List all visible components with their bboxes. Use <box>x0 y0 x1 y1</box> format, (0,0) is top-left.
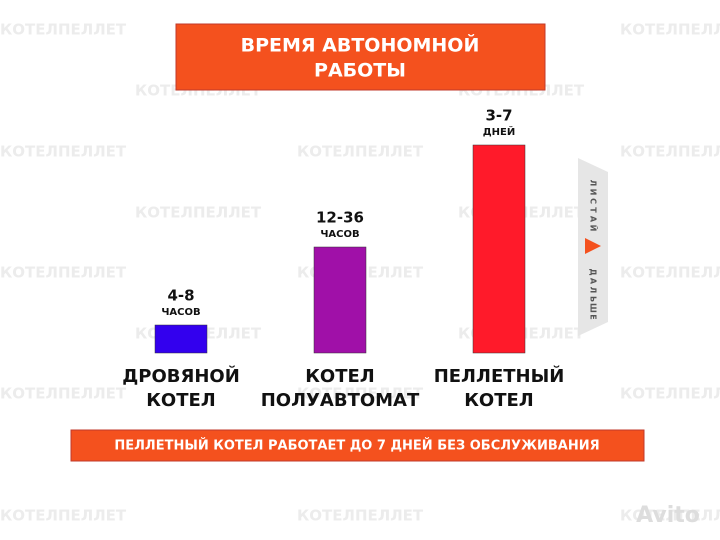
side-letter: Т <box>589 207 598 213</box>
side-letter: Ш <box>589 303 598 313</box>
banner <box>70 429 645 462</box>
watermark: КОТЕЛПЕЛЛЕТ <box>620 143 720 161</box>
bar <box>472 144 526 354</box>
bar <box>313 246 367 354</box>
bar-unit: ЧАСОВ <box>320 229 359 240</box>
watermark: КОТЕЛПЕЛЛЕТ <box>297 507 424 525</box>
side-letter: Ь <box>589 296 598 302</box>
title-line: РАБОТЫ <box>314 60 406 82</box>
banner-text: ПЕЛЛЕТНЫЙ КОТЕЛ РАБОТАЕТ ДО 7 ДНЕЙ БЕЗ О… <box>114 438 599 454</box>
category-label: КОТЕЛ <box>146 390 216 411</box>
watermark: КОТЕЛПЕЛЛЕТ <box>297 385 424 403</box>
side-letter: С <box>589 198 598 204</box>
category-label: ПОЛУАВТОМАТ <box>261 390 420 411</box>
watermark: КОТЕЛПЕЛЛЕТ <box>620 21 720 39</box>
watermark: КОТЕЛПЕЛЛЕТ <box>0 385 127 403</box>
side-letter: А <box>589 216 598 223</box>
watermark: КОТЕЛПЕЛЛЕТ <box>135 204 262 222</box>
side-letter: Е <box>589 314 598 319</box>
title-line: ВРЕМЯ АВТОНОМНОЙ <box>241 34 480 57</box>
bar-amount: 4-8 <box>167 287 194 305</box>
watermark: КОТЕЛПЕЛЛЕТ <box>297 143 424 161</box>
watermark: КОТЕЛПЕЛЛЕТ <box>620 385 720 403</box>
logo: Avito <box>636 503 700 528</box>
category-label: ПЕЛЛЕТНЫЙ <box>434 365 565 387</box>
side-letter: Д <box>589 268 598 275</box>
watermark: КОТЕЛПЕЛЛЕТ <box>0 507 127 525</box>
bar-unit: ДНЕЙ <box>483 125 515 138</box>
watermark: КОТЕЛПЕЛЛЕТ <box>0 143 127 161</box>
side-letter: И <box>589 189 598 196</box>
title-box <box>175 23 546 91</box>
watermark: КОТЕЛПЕЛЛЕТ <box>620 264 720 282</box>
arrow-icon <box>585 238 601 254</box>
watermark: КОТЕЛПЕЛЛЕТ <box>0 264 127 282</box>
bar-amount: 3-7 <box>485 107 512 125</box>
side-letter: Й <box>589 225 600 232</box>
category-label: ДРОВЯНОЙ <box>122 365 240 387</box>
side-letter: А <box>589 278 598 285</box>
bars: 4-8 ЧАСОВ ДРОВЯНОЙ КОТЕЛ 12-36 ЧАСОВ КОТЕЛ ПОЛУ… <box>122 107 564 412</box>
bar-amount: 12-36 <box>316 209 364 227</box>
category-label: КОТЕЛ <box>305 366 375 387</box>
category-label: КОТЕЛ <box>464 390 534 411</box>
bar <box>154 324 208 354</box>
watermark: КОТЕЛПЕЛЛЕТ <box>620 507 720 525</box>
bar-unit: ЧАСОВ <box>161 307 200 318</box>
watermark: КОТЕЛПЕЛЛЕТ <box>0 21 127 39</box>
side-letter: Л <box>589 287 598 294</box>
side-letter: Л <box>589 180 598 187</box>
